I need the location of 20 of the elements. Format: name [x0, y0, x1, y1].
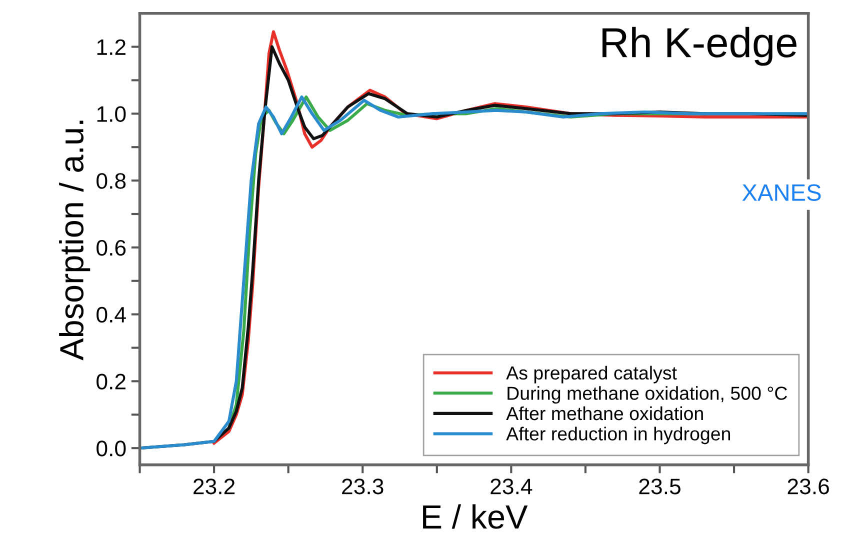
annotation: Rh K-edge	[602, 26, 796, 66]
y-tick-label: 1.2	[97, 39, 126, 55]
x-tick-label: 23.4	[490, 478, 532, 494]
legend-label: As prepared catalyst	[506, 366, 677, 384]
annotation: XANES	[742, 184, 821, 201]
legend-label: During methane oxidation, 500 °C	[508, 386, 787, 404]
y-tick-label: 0.8	[96, 173, 126, 189]
y-tick-label: 1.0	[97, 106, 126, 122]
x-tick-label: 23.6	[788, 478, 829, 494]
x-tick-label: 23.2	[194, 478, 235, 494]
x-axis-title: E / keV	[423, 504, 528, 529]
y-tick-label: 0.0	[96, 440, 126, 456]
x-tick-label: 23.3	[342, 478, 384, 494]
legend-label: After methane oxidation	[506, 406, 703, 420]
y-tick-label: 0.4	[96, 306, 126, 323]
x-tick-label: 23.5	[639, 478, 680, 494]
legend-label: After reduction in hydrogen	[506, 426, 730, 444]
y-axis-title: Absorption / a.u.	[59, 120, 90, 360]
y-tick-label: 0.6	[96, 240, 126, 256]
y-tick-label: 0.2	[96, 374, 126, 390]
